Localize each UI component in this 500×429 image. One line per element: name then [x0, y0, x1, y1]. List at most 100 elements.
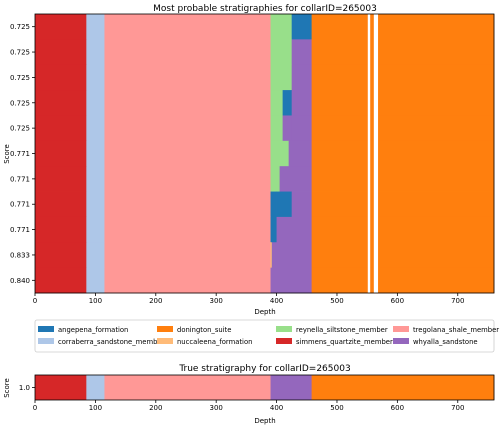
bar-segment-whyalla_sandstone	[282, 115, 293, 142]
legend-label: tregolana_shale_member	[413, 326, 499, 334]
bar-segment-whyalla_sandstone	[276, 216, 313, 243]
bar-segment-whyalla_sandstone	[291, 64, 313, 91]
legend: angepena_formation corraberra_sandstone_m…	[34, 319, 499, 353]
bar-segment-simmens_quartzite_member	[35, 140, 87, 167]
bar-segment-corraberra_sandstone_member	[86, 191, 105, 218]
true-xlabel: Depth	[254, 417, 275, 425]
x-tick-label: 300	[209, 297, 222, 305]
bar-segment-reynella_siltstone_member	[270, 115, 284, 142]
legend-swatch-reynella_siltstone_member	[276, 326, 292, 332]
y-tick-label: 0.771	[10, 226, 30, 234]
bar-segment-whyalla_sandstone	[291, 115, 313, 142]
bar-segment-corraberra_sandstone_member	[86, 216, 105, 243]
main-yticks: 0.725 0.725 0.725 0.725 0.725 0.771 0.771 0.771…	[10, 23, 35, 285]
bar-segment-tregolana_shale_member	[104, 216, 271, 243]
x-tick-label: 600	[391, 404, 404, 412]
bar-segment-simmens_quartzite_member	[35, 39, 87, 66]
legend-swatch-corraberra_sandstone_member	[38, 338, 54, 344]
bar-segment-angepena_formation	[291, 14, 313, 40]
true-yticks: 1.0	[19, 384, 35, 392]
legend-label: reynella_siltstone_member	[296, 326, 388, 334]
x-tick-label: 300	[209, 404, 222, 412]
bar-segment-simmens_quartzite_member	[35, 242, 87, 269]
x-tick-label: 600	[391, 297, 404, 305]
bar-segment-donington_suite	[311, 39, 495, 66]
true-bar-segment-corraberra_sandstone_member	[86, 375, 105, 400]
x-tick-label: 100	[89, 404, 102, 412]
true-xticks: 0 100 200 300 400 500 600 700	[33, 400, 464, 412]
x-tick-label: 0	[33, 297, 37, 305]
bar-segment-tregolana_shale_member	[104, 39, 271, 66]
legend-swatch-simmens_quartzite_member	[276, 338, 292, 344]
bar-segment-whyalla_sandstone	[291, 191, 313, 218]
bar-segment-whyalla_sandstone	[288, 140, 313, 167]
bar-segment-simmens_quartzite_member	[35, 64, 87, 91]
bar-gap	[367, 14, 371, 293]
bar-segment-tregolana_shale_member	[104, 267, 271, 294]
bar-segment-simmens_quartzite_member	[35, 90, 87, 116]
true-bar-segment-simmens_quartzite_member	[35, 375, 87, 400]
bar-segment-simmens_quartzite_member	[35, 267, 87, 294]
bar-segment-tregolana_shale_member	[104, 64, 271, 91]
bar-segment-tregolana_shale_member	[104, 191, 271, 218]
bar-segment-corraberra_sandstone_member	[86, 39, 105, 66]
bar-segment-donington_suite	[311, 14, 495, 40]
bar-segment-donington_suite	[311, 191, 495, 218]
bar-segment-whyalla_sandstone	[291, 90, 313, 116]
y-tick-label: 0.833	[10, 251, 30, 259]
bar-gap	[373, 14, 379, 293]
true-title: True stratigraphy for collarID=265003	[178, 364, 350, 374]
bar-segment-reynella_siltstone_member	[270, 140, 290, 167]
y-tick-label: 0.771	[10, 201, 30, 209]
bar-segment-tregolana_shale_member	[104, 242, 271, 269]
bar-segment-reynella_siltstone_member	[270, 14, 293, 40]
bar-segment-reynella_siltstone_member	[270, 64, 293, 91]
true-plot-area	[35, 375, 495, 400]
x-tick-label: 700	[451, 404, 464, 412]
y-tick-label: 1.0	[19, 384, 30, 392]
bar-segment-tregolana_shale_member	[104, 90, 271, 116]
bar-segment-tregolana_shale_member	[104, 140, 271, 167]
x-tick-label: 700	[451, 297, 464, 305]
bar-segment-whyalla_sandstone	[270, 267, 313, 294]
legend-label: angepena_formation	[58, 326, 128, 334]
legend-label: whyalla_sandstone	[413, 338, 478, 346]
legend-swatch-whyalla_sandstone	[393, 338, 409, 344]
y-tick-label: 0.725	[10, 49, 30, 57]
bar-segment-whyalla_sandstone	[279, 166, 313, 192]
bar-segment-donington_suite	[311, 64, 495, 91]
bar-segment-angepena_formation	[282, 90, 293, 116]
main-xticks: 0 100 200 300 400 500 600 700	[33, 293, 464, 305]
bar-segment-simmens_quartzite_member	[35, 166, 87, 192]
bar-segment-corraberra_sandstone_member	[86, 267, 105, 294]
bar-segment-donington_suite	[311, 140, 495, 167]
bar-segment-donington_suite	[311, 216, 495, 243]
bar-segment-corraberra_sandstone_member	[86, 166, 105, 192]
true-bar-segment-donington_suite	[311, 375, 495, 400]
bar-segment-simmens_quartzite_member	[35, 191, 87, 218]
x-tick-label: 200	[149, 404, 162, 412]
bar-segment-angepena_formation	[270, 216, 277, 243]
x-tick-label: 200	[149, 297, 162, 305]
bar-segment-corraberra_sandstone_member	[86, 115, 105, 142]
bar-segment-reynella_siltstone_member	[270, 39, 293, 66]
bar-segment-tregolana_shale_member	[104, 166, 271, 192]
main-title: Most probable stratigraphies for collarI…	[153, 4, 377, 14]
legend-swatch-angepena_formation	[38, 326, 54, 332]
bar-segment-tregolana_shale_member	[104, 14, 271, 40]
y-tick-label: 0.771	[10, 175, 30, 183]
true-bar-segment-whyalla_sandstone	[270, 375, 313, 400]
bar-segment-corraberra_sandstone_member	[86, 64, 105, 91]
legend-swatch-nuccaleena_formation	[157, 338, 173, 344]
legend-swatch-tregolana_shale_member	[393, 326, 409, 332]
bar-segment-whyalla_sandstone	[271, 242, 313, 269]
true-ylabel: Score	[3, 378, 11, 398]
bar-segment-angepena_formation	[276, 191, 293, 218]
y-tick-label: 0.725	[10, 23, 30, 31]
legend-swatch-donington_suite	[157, 326, 173, 332]
bar-segment-donington_suite	[311, 166, 495, 192]
legend-label: corraberra_sandstone_member	[58, 338, 165, 346]
bar-segment-donington_suite	[311, 115, 495, 142]
bar-segment-angepena_formation	[270, 191, 277, 218]
